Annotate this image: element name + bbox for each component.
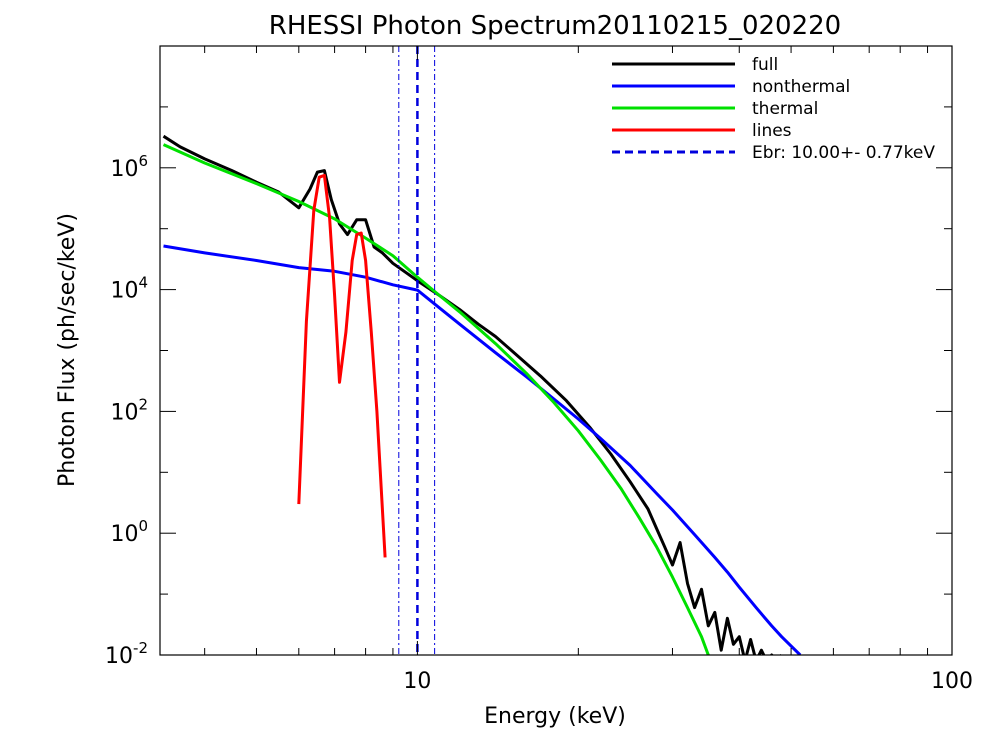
legend-label-nonthermal: nonthermal — [752, 77, 850, 97]
series-nonthermal-line — [163, 244, 802, 655]
legend-label-lines: lines — [752, 121, 792, 141]
legend-label-full: full — [752, 55, 778, 75]
y-tick-label: 102 — [110, 395, 148, 425]
y-tick-label: 104 — [110, 274, 148, 304]
y-tick-label: 100 — [110, 517, 148, 547]
chart-title: RHESSI Photon Spectrum20110215_020220 — [269, 11, 841, 41]
x-tick-label: 100 — [931, 669, 973, 694]
legend-label-thermal: thermal — [752, 99, 818, 119]
x-axis-label: Energy (keV) — [484, 704, 626, 729]
series-lines-line — [297, 173, 387, 558]
legend-label-ebr-10-00-0-77kev: Ebr: 10.00+- 0.77keV — [752, 143, 935, 163]
series-thermal-line — [162, 143, 710, 655]
y-tick-label: 106 — [110, 152, 148, 182]
y-tick-label: 10-2 — [105, 639, 148, 669]
y-axis-label: Photon Flux (ph/sec/keV) — [55, 213, 80, 487]
x-tick-label: 10 — [403, 669, 431, 694]
series-full-line — [162, 134, 782, 655]
